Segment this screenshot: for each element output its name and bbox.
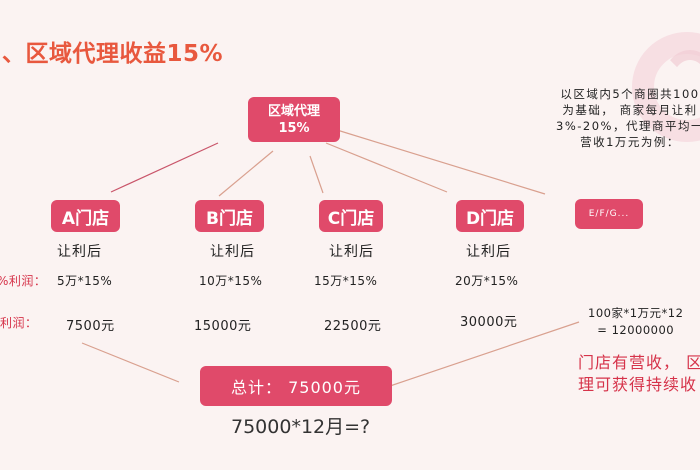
store-b-formula: 10万*15% xyxy=(199,274,263,288)
note-line: 以区域内5个商圈共100 xyxy=(560,87,700,101)
total-node: 总计： 75000元 xyxy=(200,366,392,406)
connector-line xyxy=(336,129,546,195)
page-title: 、区域代理收益15% xyxy=(2,41,224,67)
store-b-node: B门店 xyxy=(195,200,264,232)
annual-question: 75000*12月=? xyxy=(231,416,371,438)
row-label-profit-result: 利润： xyxy=(0,316,38,330)
note-line: 为基础， 商家每月让利 xyxy=(562,103,698,117)
store-d-after: 让利后 xyxy=(466,244,511,260)
connector-line xyxy=(81,342,180,383)
decorative-arc xyxy=(660,50,700,130)
calc-line: = 12000000 xyxy=(597,323,675,337)
regional-agent-label: 区域代理 xyxy=(267,103,320,119)
store-a-formula: 5万*15% xyxy=(57,274,113,288)
store-c-formula: 15万*15% xyxy=(314,274,378,288)
note-line: 3%-20%，代理商平均一 xyxy=(556,119,700,133)
annual-calc: 100家*1万元*12 = 12000000 xyxy=(588,305,683,339)
highlight-line: 理可获得持续收 xyxy=(578,375,698,394)
store-a-result: 7500元 xyxy=(66,319,115,334)
store-c-after: 让利后 xyxy=(329,244,374,260)
calc-line: 100家*1万元*12 xyxy=(588,306,684,320)
store-d-result: 30000元 xyxy=(460,315,518,330)
connector-line xyxy=(309,155,324,194)
regional-agent-node: 区域代理 15% xyxy=(248,97,340,142)
assumption-note: 以区域内5个商圈共100 为基础， 商家每月让利 3%-20%，代理商平均一 营… xyxy=(545,86,700,150)
store-b-result: 15000元 xyxy=(194,319,252,334)
highlight-line: 门店有营收， 区 xyxy=(578,353,700,372)
connector-line xyxy=(218,150,274,197)
store-d-node: D门店 xyxy=(456,200,524,232)
connector-line xyxy=(110,142,219,193)
store-c-node: C门店 xyxy=(319,200,383,232)
row-label-profit-formula: %利润： xyxy=(0,274,47,288)
store-c-result: 22500元 xyxy=(324,319,382,334)
store-a-after: 让利后 xyxy=(57,244,102,260)
note-line: 营收1万元为例： xyxy=(580,135,680,149)
store-a-node: A门店 xyxy=(51,200,120,232)
store-d-formula: 20万*15% xyxy=(455,274,519,288)
highlight-note: 门店有营收， 区 理可获得持续收 xyxy=(578,352,700,396)
store-more-node: E/F/G... xyxy=(575,199,643,229)
store-b-after: 让利后 xyxy=(210,244,255,260)
regional-agent-rate: 15% xyxy=(278,120,310,136)
connector-line xyxy=(389,321,580,387)
connector-line xyxy=(325,142,448,193)
